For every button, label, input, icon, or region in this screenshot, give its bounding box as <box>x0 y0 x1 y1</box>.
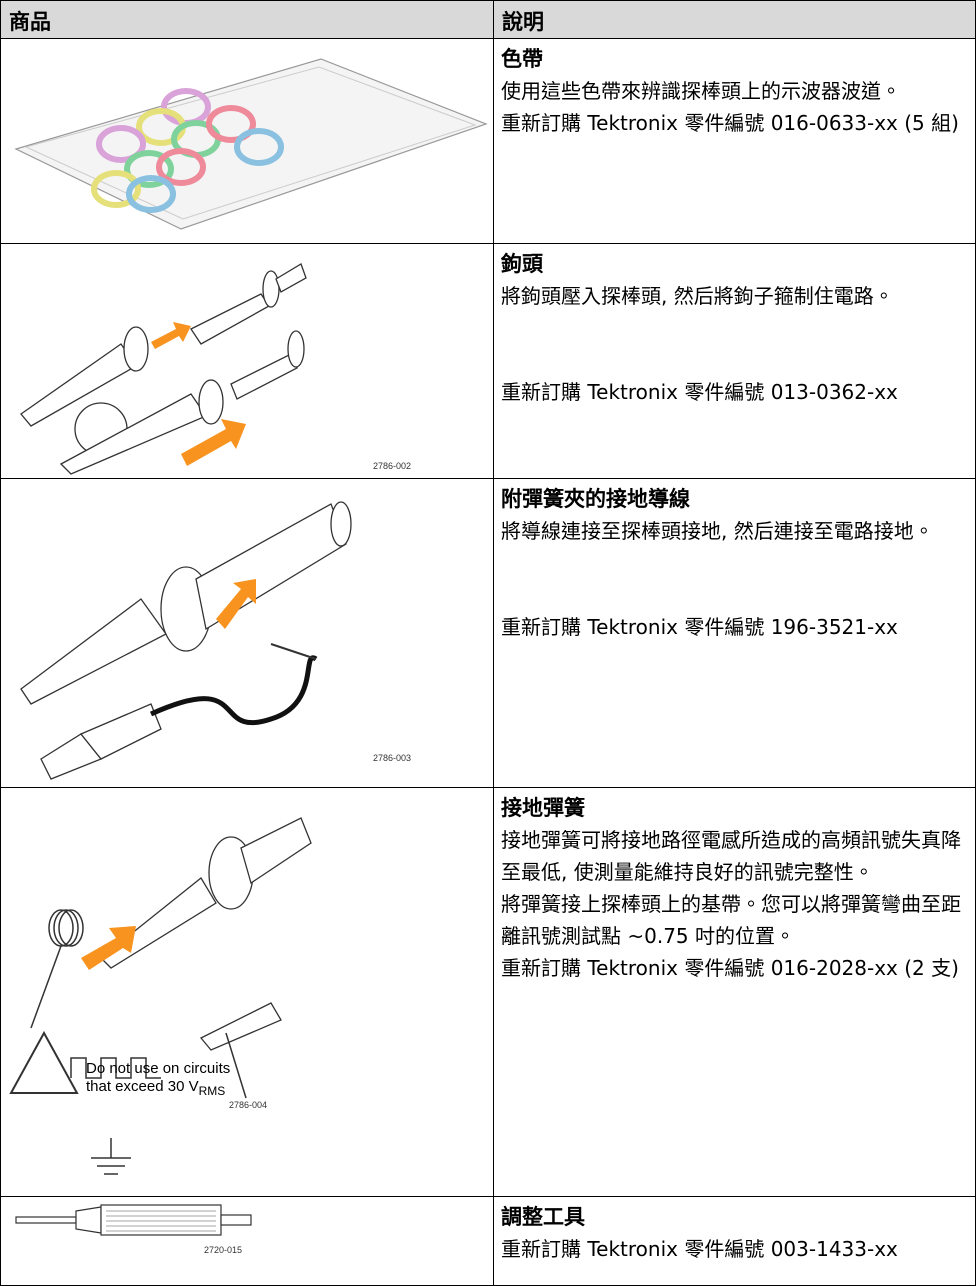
image-cell: Do not use on circuits that exceed 30 VR… <box>0 787 494 1197</box>
header-text: 說明 <box>502 10 544 34</box>
header-cell: 說明 <box>493 0 976 39</box>
description-cell: 接地彈簧 接地彈簧可將接地路徑電感所造成的高頻訊號失真降至最低, 使測量能維持良… <box>493 787 976 1197</box>
item-text: 接地彈簧可將接地路徑電感所造成的高頻訊號失真降至最低, 使測量能維持良好的訊號完… <box>501 828 961 884</box>
color-bands-illustration <box>14 58 488 230</box>
figure-code: 2720-015 <box>204 1245 242 1255</box>
item-text: 重新訂購 Tektronix 零件編號 016-0633-xx (5 組) <box>501 111 959 135</box>
hook-tip-illustration: 2786-002 <box>20 263 411 475</box>
item-text: 將彈簧接上探棒頭上的基帶。您可以將彈簧彎曲至距離訊號測試點 ~0.75 吋的位置… <box>501 892 961 948</box>
warning-subscript: RMS <box>199 1084 226 1098</box>
image-cell: 2786-002 <box>0 243 494 479</box>
description-cell: 鉤頭 將鉤頭壓入探棒頭, 然后將鉤子箍制住電路。 重新訂購 Tektronix … <box>493 243 976 479</box>
item-title: 接地彈簧 <box>501 796 585 820</box>
image-cell: 2786-003 <box>0 478 494 788</box>
warning-text: Do not use on circuits <box>86 1060 230 1077</box>
item-title: 附彈簧夾的接地導線 <box>501 487 690 511</box>
warning-text: that exceed 30 VRMS <box>86 1078 225 1098</box>
figure-code: 2786-004 <box>229 1100 267 1110</box>
item-text: 重新訂購 Tektronix 零件編號 003-1433-xx <box>501 1237 898 1261</box>
item-text: 使用這些色帶來辨識探棒頭上的示波器波道。 <box>501 79 901 103</box>
description-cell: 附彈簧夾的接地導線 將導線連接至探棒頭接地, 然后連接至電路接地。 重新訂購 T… <box>493 478 976 788</box>
item-title: 調整工具 <box>501 1205 585 1229</box>
item-text: 將導線連接至探棒頭接地, 然后連接至電路接地。 <box>501 519 934 543</box>
figure-code: 2786-003 <box>373 753 411 763</box>
adjustment-tool-illustration: 2720-015 <box>15 1204 252 1255</box>
description-cell: 色帶 使用這些色帶來辨識探棒頭上的示波器波道。 重新訂購 Tektronix 零… <box>493 38 976 244</box>
item-text: 重新訂購 Tektronix 零件編號 196-3521-xx <box>501 615 898 639</box>
description-cell: 調整工具 重新訂購 Tektronix 零件編號 003-1433-xx <box>493 1196 976 1286</box>
item-text: 將鉤頭壓入探棒頭, 然后將鉤子箍制住電路。 <box>501 284 894 308</box>
image-cell <box>0 38 494 244</box>
item-text: 重新訂購 Tektronix 零件編號 016-2028-xx (2 支) <box>501 956 959 980</box>
figure-code: 2786-002 <box>373 461 411 471</box>
item-title: 鉤頭 <box>501 252 543 276</box>
item-text: 重新訂購 Tektronix 零件編號 013-0362-xx <box>501 380 898 404</box>
header-text: 商品 <box>9 10 51 34</box>
ground-spring-illustration: Do not use on circuits that exceed 30 VR… <box>9 817 312 1175</box>
item-title: 色帶 <box>501 47 543 71</box>
ground-lead-illustration: 2786-003 <box>20 501 411 780</box>
image-cell: 2720-015 <box>0 1196 494 1286</box>
warning-text: that exceed 30 V <box>86 1078 199 1095</box>
header-cell: 商品 <box>0 0 494 39</box>
